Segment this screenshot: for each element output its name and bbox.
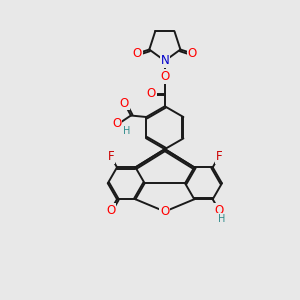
Text: O: O xyxy=(160,70,170,83)
Text: H: H xyxy=(218,214,226,224)
Text: O: O xyxy=(133,47,142,60)
Text: O: O xyxy=(106,204,116,217)
Text: O: O xyxy=(120,97,129,110)
Text: O: O xyxy=(112,117,122,130)
Text: O: O xyxy=(188,47,197,60)
Text: H: H xyxy=(123,126,130,136)
Text: O: O xyxy=(160,205,170,218)
Text: N: N xyxy=(160,54,169,67)
Text: O: O xyxy=(147,87,156,100)
Text: F: F xyxy=(107,150,114,163)
Text: F: F xyxy=(216,150,222,163)
Text: O: O xyxy=(214,204,224,217)
